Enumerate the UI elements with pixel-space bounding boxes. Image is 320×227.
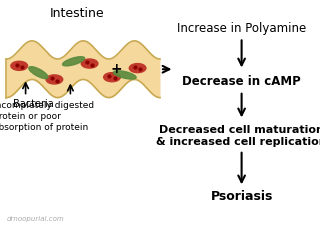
Text: Psoriasis: Psoriasis xyxy=(211,190,273,203)
Text: Increase in Polyamine: Increase in Polyamine xyxy=(177,22,306,35)
Ellipse shape xyxy=(81,59,98,68)
Text: Bacteria: Bacteria xyxy=(13,99,53,109)
Text: drnoopurial.com: drnoopurial.com xyxy=(6,217,64,222)
Text: Decreased cell maturation
& increased cell replication: Decreased cell maturation & increased ce… xyxy=(156,125,320,147)
Ellipse shape xyxy=(11,61,28,70)
Text: Intestine: Intestine xyxy=(50,7,104,20)
Ellipse shape xyxy=(46,75,63,84)
Ellipse shape xyxy=(29,67,48,79)
Ellipse shape xyxy=(104,73,120,82)
Text: +: + xyxy=(111,62,123,76)
Text: Decrease in cAMP: Decrease in cAMP xyxy=(182,75,301,88)
Ellipse shape xyxy=(129,64,146,73)
Text: Incompletely digested
protein or poor
absorption of protein: Incompletely digested protein or poor ab… xyxy=(0,101,94,132)
Ellipse shape xyxy=(113,71,136,79)
Ellipse shape xyxy=(63,57,84,66)
